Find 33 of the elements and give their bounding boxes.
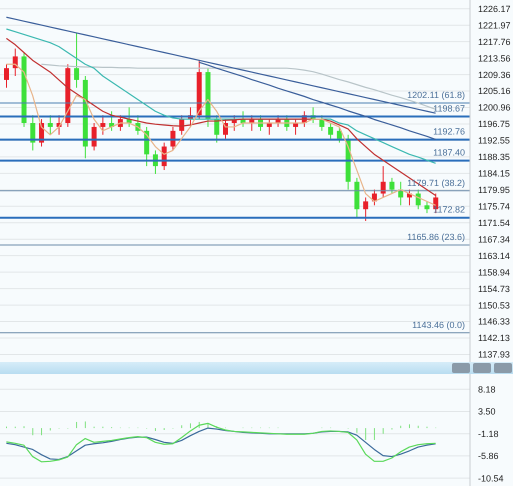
y-tick-label: 1150.53: [478, 300, 510, 310]
y-tick-label: 1221.97: [478, 20, 511, 30]
y-tick-label: 1146.33: [478, 316, 510, 327]
y-tick-label: 1192.55: [478, 136, 510, 146]
y-tick-label: 1142.13: [478, 333, 510, 344]
ref-line-label: 1202.11 (61.8): [407, 90, 465, 100]
y-tick-label: 1158.94: [478, 267, 510, 278]
y-tick-label: 1175.74: [478, 202, 510, 212]
y-tick-label: 8.18: [478, 384, 496, 394]
y-tick-label: 1188.35: [478, 152, 510, 162]
y-tick-label: -1.18: [478, 428, 499, 439]
y-tick-label: 1154.73: [478, 284, 510, 294]
y-tick-label: 1163.14: [478, 250, 510, 261]
y-tick-label: 1226.17: [478, 4, 511, 14]
y-tick-label: 1171.54: [478, 218, 510, 228]
ref-line-label: 1198.67: [433, 103, 465, 114]
y-tick-label: 1200.96: [478, 102, 511, 113]
y-tick-label: 1209.36: [478, 70, 511, 80]
y-tick-label: 3.50: [478, 406, 496, 417]
ref-line-label: 1187.40: [433, 148, 465, 158]
y-tick-label: 1217.76: [478, 36, 511, 47]
y-tick-label: 1184.15: [478, 168, 510, 179]
ref-line-label: 1165.86 (23.6): [407, 232, 465, 242]
ref-line-label: 1143.46 (0.0): [412, 320, 465, 330]
y-tick-label: 1213.56: [478, 53, 511, 64]
y-tick-label: -5.86: [478, 451, 499, 462]
y-tick-label: 1167.34: [478, 234, 510, 244]
y-tick-label: 1205.16: [478, 86, 511, 96]
y-tick-label: 1196.75: [478, 119, 510, 130]
ref-line-label: 1192.76: [433, 126, 465, 137]
y-tick-label: 1179.95: [478, 185, 510, 196]
y-tick-label: 1137.93: [478, 350, 510, 360]
y-tick-label: -10.54: [478, 473, 504, 484]
